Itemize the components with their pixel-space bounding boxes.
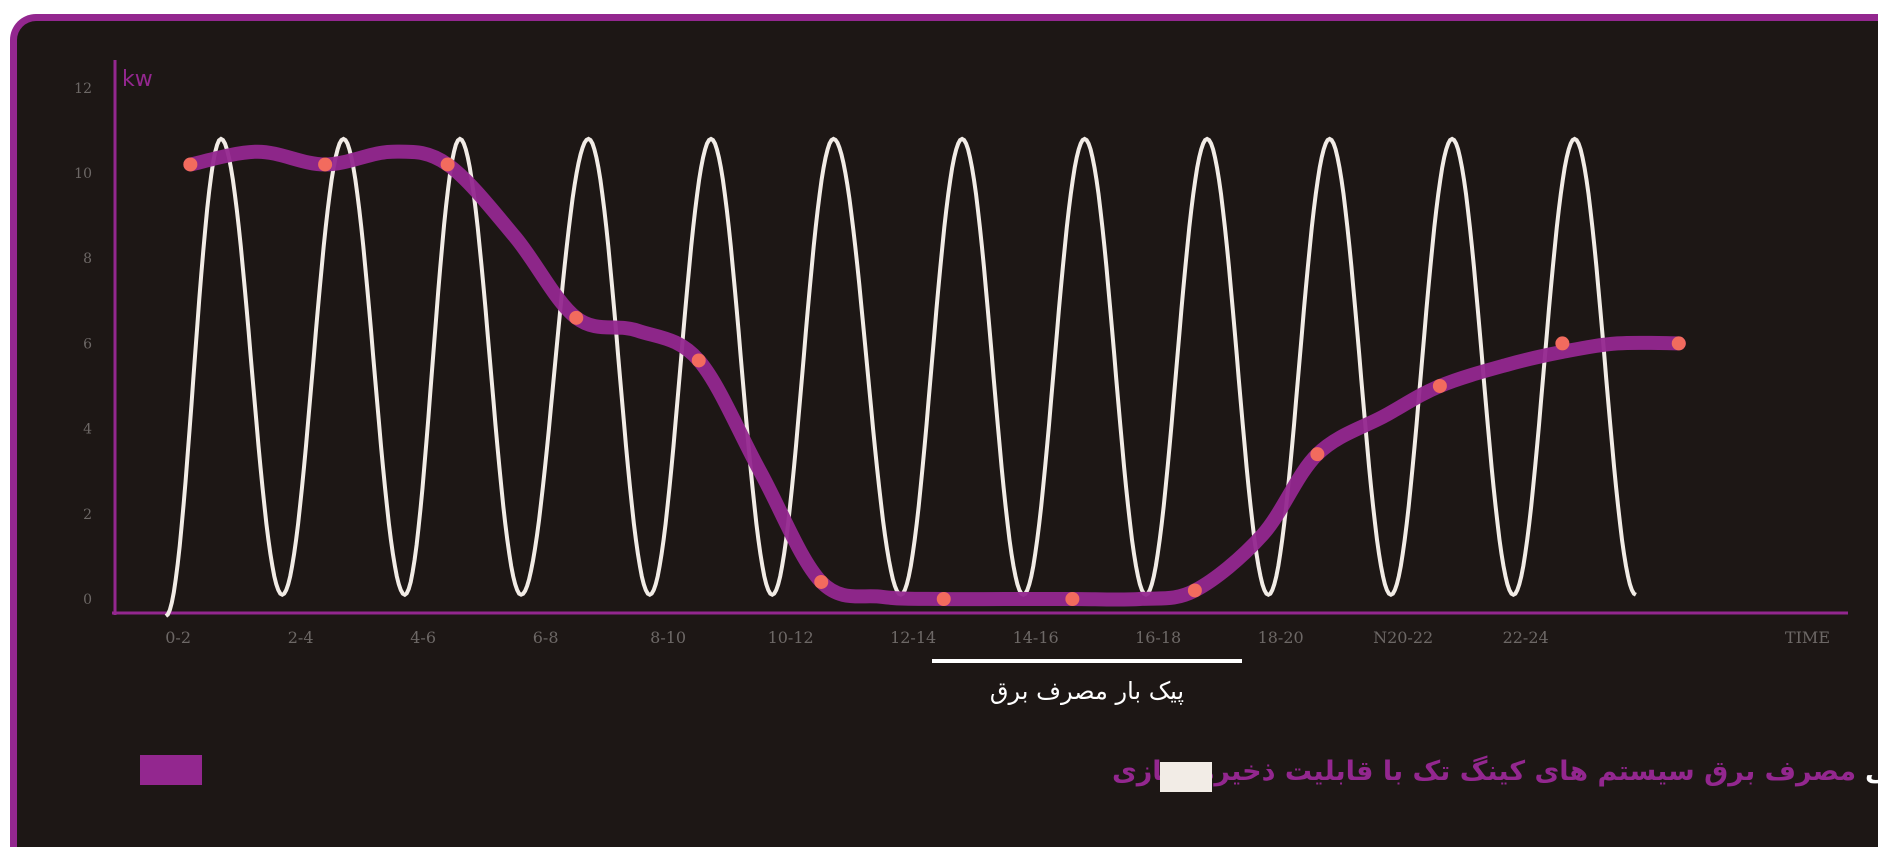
y-tick-label: 2 [83, 507, 92, 523]
y-tick-label: 0 [83, 592, 92, 608]
series-storage-point [814, 574, 829, 589]
series-storage-point [1310, 447, 1325, 462]
series-storage-point [1432, 379, 1447, 393]
x-tick-label: 4-6 [410, 628, 436, 647]
x-tick-label: 2-4 [288, 628, 314, 647]
y-tick-label: 8 [83, 251, 92, 267]
y-tick-label: 6 [83, 336, 92, 352]
series-storage-point [183, 157, 198, 172]
series-storage-point [569, 310, 584, 325]
x-tick-label: 8-10 [650, 628, 686, 647]
x-tick-label: 6-8 [533, 628, 559, 647]
x-tick-label: 14-16 [1013, 628, 1059, 647]
time-axis-label: TIME [1785, 628, 1830, 647]
series-storage-point [1671, 336, 1686, 351]
y-tick-label: 10 [74, 166, 92, 182]
y-unit-label: kw [122, 67, 153, 92]
legend-label-storage: مصرف برق سیستم های کینگ تک با قابلیت ذخی… [1112, 755, 1856, 787]
x-tick-label: 12-14 [890, 628, 936, 647]
series-storage-point [691, 353, 706, 368]
x-tick-label: 18-20 [1258, 628, 1304, 647]
legend-label-other: مصرف برق سایر سیستم های سرمایشی [1865, 756, 1878, 787]
x-tick-label: 22-24 [1503, 628, 1549, 647]
y-tick-label: 4 [83, 422, 92, 438]
x-tick-label: 16-18 [1135, 628, 1181, 647]
series-storage-line [183, 144, 1686, 607]
x-tick-label: N20-22 [1373, 628, 1433, 647]
x-tick-label: 0-2 [165, 628, 191, 647]
series-storage-point [1187, 583, 1202, 598]
series-other-cooling-line [164, 136, 1637, 618]
peak-label: پیک بار مصرف برق [990, 677, 1184, 705]
series-storage-point [318, 157, 333, 172]
series-storage-point [1555, 336, 1570, 351]
series-storage-point [936, 592, 951, 606]
y-tick-label: 12 [74, 81, 92, 97]
series-storage-point [440, 157, 455, 172]
x-tick-label: 10-12 [768, 628, 814, 647]
legend-swatch-storage [140, 755, 202, 785]
series-storage-point [1065, 592, 1080, 606]
legend-swatch-other [1160, 762, 1212, 792]
